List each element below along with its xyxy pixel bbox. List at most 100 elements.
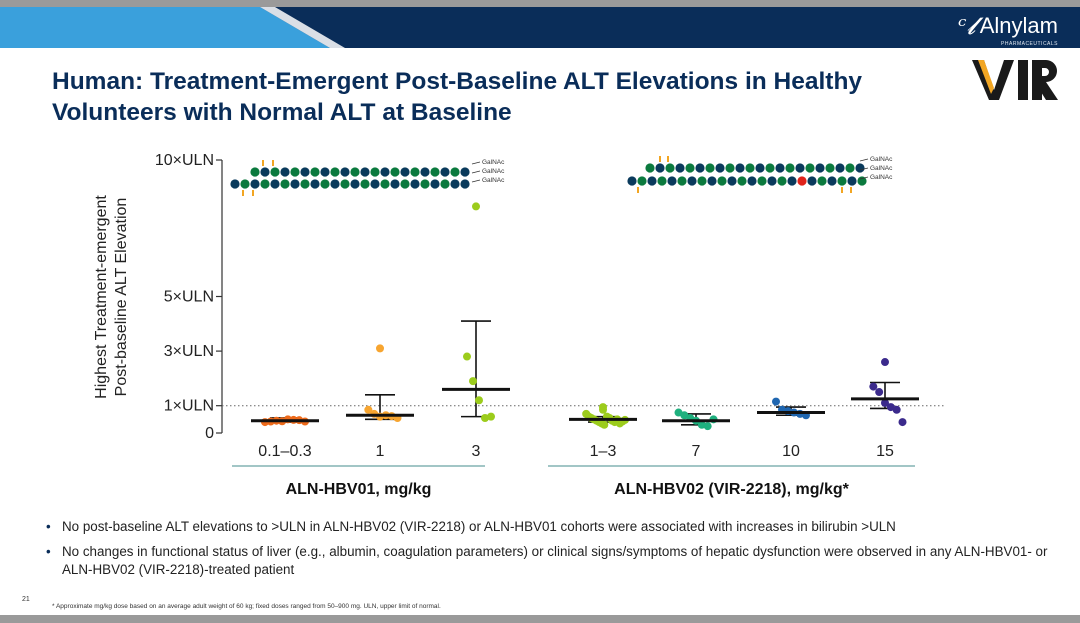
sirna-bead — [755, 163, 765, 173]
sirna-bead — [645, 163, 655, 173]
bullet-list: No post-baseline ALT elevations to >ULN … — [46, 518, 1056, 586]
vir-logo — [972, 60, 1058, 100]
sirna-bead — [687, 176, 697, 186]
x-tick-label: 3 — [472, 443, 481, 460]
sirna-bead — [695, 163, 705, 173]
sirna-bead — [380, 167, 390, 177]
sirna-bead — [775, 163, 785, 173]
sirna-bead — [735, 163, 745, 173]
footnote: * Approximate mg/kg dose based on an ave… — [52, 603, 441, 610]
sirna-bead — [677, 176, 687, 186]
sirna-bead — [250, 179, 260, 189]
sirna-bead — [657, 176, 667, 186]
sirna-bead — [745, 163, 755, 173]
sirna-bead — [270, 167, 280, 177]
alnylam-logo: ᶜ𝓵 Alnylam PHARMACEUTICALS — [958, 12, 1058, 47]
alnylam-subtitle: PHARMACEUTICALS — [1001, 41, 1058, 47]
data-point — [772, 397, 780, 406]
sirna-bead — [460, 167, 470, 177]
page-number: 21 — [22, 596, 30, 603]
y-tick-label: 1×ULN — [164, 398, 214, 415]
data-point — [881, 398, 889, 407]
sirna-bead — [260, 167, 270, 177]
sirna-bead — [655, 163, 665, 173]
sirna-bead — [320, 179, 330, 189]
galnac-connector — [471, 161, 481, 165]
galnac-connector — [859, 176, 869, 180]
sirna-bead — [845, 163, 855, 173]
sirna-bead — [370, 167, 380, 177]
slide-title: Human: Treatment-Emergent Post-Baseline … — [52, 68, 863, 126]
sirna-bead — [360, 167, 370, 177]
sirna-bead — [310, 179, 320, 189]
alnylam-wordmark: Alnylam — [979, 13, 1058, 38]
x-tick-label: 1–3 — [590, 443, 617, 460]
y-axis-title-line1: Highest Treatment-emergent — [93, 195, 110, 399]
sirna-bead — [827, 176, 837, 186]
bottom-grey-rule — [0, 615, 1080, 623]
sirna-bead — [320, 167, 330, 177]
data-point — [599, 405, 607, 414]
sirna-bead — [310, 167, 320, 177]
sirna-bead — [260, 179, 270, 189]
sirna-bead — [400, 179, 410, 189]
sirna-bead — [857, 176, 867, 186]
sirna-bead — [785, 163, 795, 173]
data-point — [469, 377, 477, 386]
data-point — [892, 405, 901, 414]
sirna-bead — [280, 179, 290, 189]
data-point — [875, 388, 884, 397]
sirna-bead — [430, 179, 440, 189]
sirna-bead — [795, 163, 805, 173]
sirna-bead — [380, 179, 390, 189]
sirna-bead — [390, 167, 400, 177]
sirna-bead — [705, 163, 715, 173]
group-label: ALN-HBV01, mg/kg — [286, 481, 432, 498]
y-tick-label: 0 — [205, 425, 214, 442]
bullet-item: No changes in functional status of liver… — [46, 543, 1056, 579]
y-axis-title-line2: Post-baseline ALT Elevation — [113, 198, 130, 397]
x-tick-label: 1 — [376, 443, 385, 460]
data-point — [881, 358, 889, 367]
sirna-bead — [667, 176, 677, 186]
sirna-bead — [390, 179, 400, 189]
galnac-connector — [859, 167, 869, 171]
sirna-bead — [805, 163, 815, 173]
sirna-bead — [450, 179, 460, 189]
y-tick-label: 3×ULN — [164, 343, 214, 360]
sirna-bead — [230, 179, 240, 189]
sirna-bead — [450, 167, 460, 177]
sirna-bead — [807, 176, 817, 186]
sirna-bead — [290, 167, 300, 177]
sirna-bead — [280, 167, 290, 177]
sirna-bead — [330, 167, 340, 177]
sirna-bead — [707, 176, 717, 186]
data-point — [472, 202, 480, 211]
sirna-bead — [627, 176, 637, 186]
sirna-bead — [410, 167, 420, 177]
sirna-bead — [737, 176, 747, 186]
sirna-bead — [787, 176, 797, 186]
bullet-item: No post-baseline ALT elevations to >ULN … — [46, 518, 1056, 536]
sirna-bead — [715, 163, 725, 173]
sirna-bead — [717, 176, 727, 186]
sirna-bead — [300, 167, 310, 177]
y-tick-label: 5×ULN — [164, 289, 214, 306]
sirna-bead — [330, 179, 340, 189]
galnac-label: GalNAc — [482, 177, 505, 184]
sirna-bead — [430, 167, 440, 177]
galnac-label: GalNAc — [482, 159, 505, 166]
galnac-label: GalNAc — [870, 156, 893, 163]
galnac-label: GalNAc — [870, 174, 893, 181]
sirna-bead — [835, 163, 845, 173]
top-grey-rule — [0, 0, 1080, 7]
sirna-bead — [797, 176, 807, 186]
sirna-bead — [410, 179, 420, 189]
sirna-bead — [675, 163, 685, 173]
sirna-bead — [360, 179, 370, 189]
sirna-bead — [340, 179, 350, 189]
sirna-bead — [837, 176, 847, 186]
data-point — [703, 422, 712, 431]
sirna-bead — [637, 176, 647, 186]
y-tick-label: 10×ULN — [155, 152, 214, 169]
